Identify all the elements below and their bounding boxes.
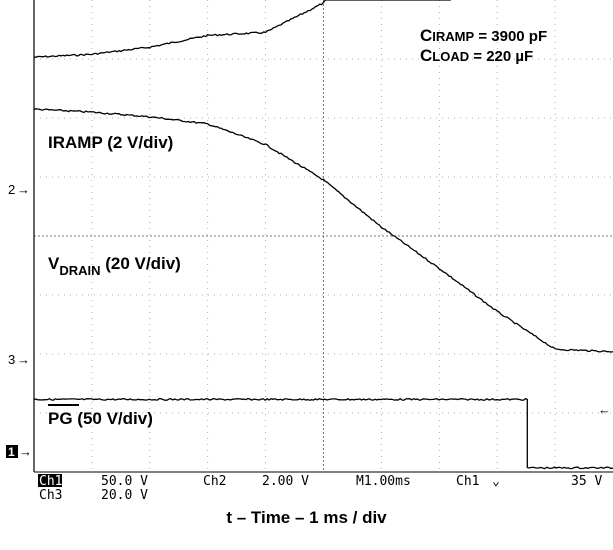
- status-trigger-source: Ch1: [456, 474, 479, 489]
- status-ch1: Ch1: [39, 474, 62, 489]
- ch1-marker-box: [6, 445, 18, 458]
- status-bar: Ch1 50.0 V Ch2 2.00 V M1.00ms Ch1 ⌄ 35 V…: [38, 474, 602, 503]
- ch3-marker-arrow-icon: →: [17, 352, 30, 367]
- vdrain-trace: [33, 108, 613, 353]
- pg-trace: [33, 397, 613, 470]
- ch3-marker: 3: [8, 352, 15, 367]
- traces: [33, 0, 613, 470]
- ch1-marker: 1: [8, 445, 15, 459]
- x-axis-label: t – Time – 1 ms / div: [226, 508, 387, 527]
- c-iramp-annotation: CIRAMP = 3900 pF: [420, 26, 547, 45]
- falling-edge-icon: ⌄: [492, 474, 500, 489]
- ch1-marker-arrow-icon: →: [19, 444, 32, 459]
- iramp-label: IRAMP (2 V/div): [48, 133, 173, 152]
- ch2-marker-arrow-icon: →: [17, 182, 30, 197]
- status-ch3-scale: 20.0 V: [101, 488, 148, 503]
- ch2-marker: 2: [8, 182, 15, 197]
- trigger-level-arrow-icon: ←: [598, 402, 611, 417]
- vdrain-label: VDRAIN (20 V/div): [48, 254, 181, 278]
- c-load-annotation: CLOAD = 220 µF: [420, 46, 533, 65]
- status-timebase: M1.00ms: [356, 474, 411, 489]
- status-trigger-level: 35 V: [571, 474, 602, 489]
- status-ch2-scale: 2.00 V: [262, 474, 309, 489]
- iramp-trace: [34, 0, 451, 58]
- status-ch2: Ch2: [203, 474, 226, 489]
- status-ch1-scale: 50.0 V: [101, 474, 148, 489]
- status-ch3: Ch3: [39, 488, 62, 503]
- pg-label: PG (50 V/div): [48, 409, 153, 428]
- ch1-highlight-box: [38, 474, 62, 487]
- graticule: [34, 0, 613, 472]
